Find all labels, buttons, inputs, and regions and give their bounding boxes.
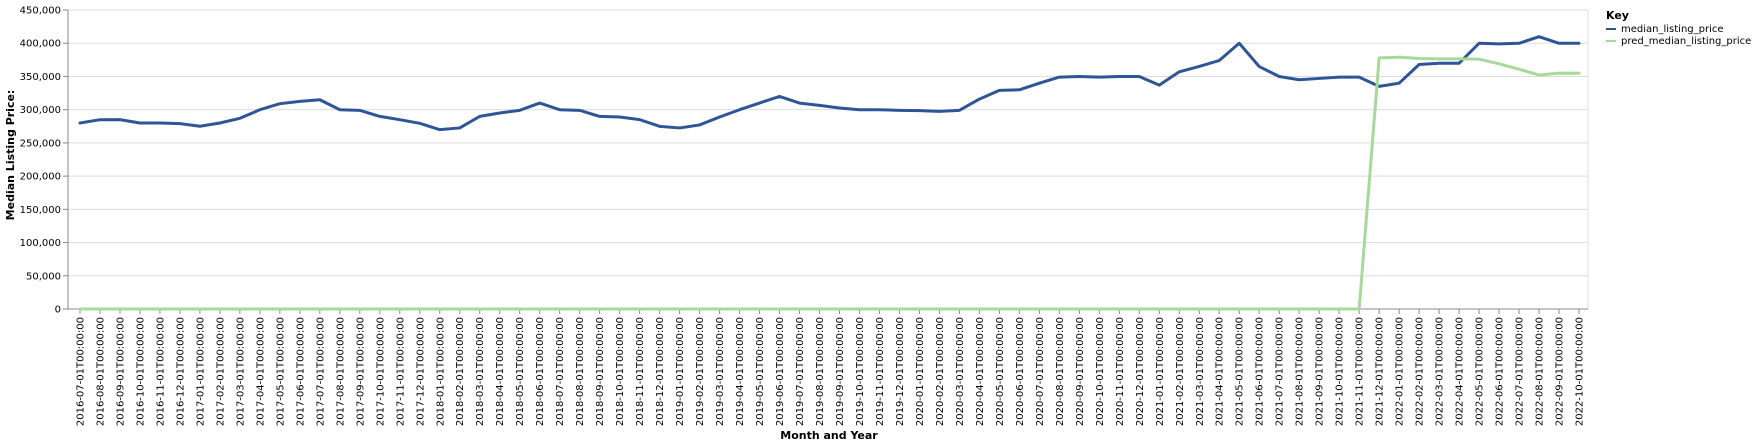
y-tick-label: 250,000 [20, 138, 61, 149]
x-tick-label: 2016-11-01T00:00:00 [155, 317, 166, 426]
x-tick-label: 2019-03-01T00:00:00 [715, 317, 726, 426]
x-tick-label: 2016-12-01T00:00:00 [175, 317, 186, 426]
series-line-pred-median-listing-price [78, 55, 1581, 311]
x-tick-label: 2016-07-01T00:00:00 [76, 317, 87, 426]
x-tick-label: 2018-03-01T00:00:00 [475, 317, 486, 426]
x-tick-label: 2021-04-01T00:00:00 [1215, 317, 1226, 426]
x-tick-label: 2018-11-01T00:00:00 [635, 317, 646, 426]
x-tick-label: 2019-04-01T00:00:00 [735, 317, 746, 426]
x-tick-label: 2021-11-01T00:00:00 [1355, 317, 1366, 426]
x-tick-label: 2018-04-01T00:00:00 [495, 317, 506, 426]
x-tick-label: 2022-08-01T00:00:00 [1535, 317, 1546, 426]
x-tick-label: 2017-09-01T00:00:00 [355, 317, 366, 426]
x-tick-label: 2019-07-01T00:00:00 [795, 317, 806, 426]
x-axis: 2016-07-01T00:00:00 2016-08-01T00:00:00 20… [68, 308, 1588, 426]
x-tick-label: 2019-09-01T00:00:00 [835, 317, 846, 426]
x-tick-label: 2020-02-01T00:00:00 [935, 317, 946, 426]
x-tick-label: 2022-01-01T00:00:00 [1395, 317, 1406, 426]
x-tick-label: 2016-09-01T00:00:00 [115, 317, 126, 426]
x-tick-label: 2017-10-01T00:00:00 [375, 317, 386, 426]
x-tick-label: 2022-06-01T00:00:00 [1495, 317, 1506, 426]
y-tick-label: 150,000 [20, 205, 61, 216]
x-tick-label: 2018-02-01T00:00:00 [455, 317, 466, 426]
x-tick-label: 2021-06-01T00:00:00 [1255, 317, 1266, 426]
y-axis: 0 50,000 100,000 150,000 200,000 250,000 300,0… [20, 6, 69, 316]
x-tick-label: 2020-06-01T00:00:00 [1015, 317, 1026, 426]
x-tick-label: 2020-10-01T00:00:00 [1095, 317, 1106, 426]
x-tick-label: 2018-07-01T00:00:00 [555, 317, 566, 426]
x-tick-label: 2019-12-01T00:00:00 [895, 317, 906, 426]
y-tick-label: 0 [55, 305, 61, 316]
series-line-median-listing-price [78, 35, 1581, 132]
legend: Key median_listing_pricepred_median_list… [1606, 9, 1751, 47]
x-tick-label: 2020-11-01T00:00:00 [1115, 317, 1126, 426]
x-tick-label: 2018-01-01T00:00:00 [435, 317, 446, 426]
legend-label: median_listing_price [1621, 24, 1724, 35]
x-tick-label: 2018-05-01T00:00:00 [515, 317, 526, 426]
x-tick-label: 2021-02-01T00:00:00 [1175, 317, 1186, 426]
x-tick-label: 2020-07-01T00:00:00 [1035, 317, 1046, 426]
series-lines [78, 35, 1581, 311]
x-tick-label: 2019-05-01T00:00:00 [755, 317, 766, 426]
x-tick-label: 2022-09-01T00:00:00 [1555, 317, 1566, 426]
x-tick-label: 2021-07-01T00:00:00 [1275, 317, 1286, 426]
x-tick-label: 2017-04-01T00:00:00 [255, 317, 266, 426]
x-tick-label: 2020-12-01T00:00:00 [1135, 317, 1146, 426]
x-tick-label: 2022-02-01T00:00:00 [1415, 317, 1426, 426]
x-tick-label: 2018-10-01T00:00:00 [615, 317, 626, 426]
x-tick-label: 2017-11-01T00:00:00 [395, 317, 406, 426]
legend-title: Key [1606, 9, 1629, 22]
x-tick-label: 2019-11-01T00:00:00 [875, 317, 886, 426]
x-tick-label: 2016-08-01T00:00:00 [95, 317, 106, 426]
x-tick-label: 2017-03-01T00:00:00 [235, 317, 246, 426]
x-tick-label: 2016-10-01T00:00:00 [135, 317, 146, 426]
x-tick-label: 2021-12-01T00:00:00 [1375, 317, 1386, 426]
x-tick-label: 2022-04-01T00:00:00 [1455, 317, 1466, 426]
x-tick-label: 2021-01-01T00:00:00 [1155, 317, 1166, 426]
x-tick-label: 2017-01-01T00:00:00 [195, 317, 206, 426]
y-tick-label: 400,000 [20, 39, 61, 50]
x-tick-label: 2018-09-01T00:00:00 [595, 317, 606, 426]
x-tick-label: 2021-09-01T00:00:00 [1315, 317, 1326, 426]
legend-label: pred_median_listing_price [1621, 36, 1751, 47]
x-tick-label: 2021-03-01T00:00:00 [1195, 317, 1206, 426]
x-tick-label: 2020-09-01T00:00:00 [1075, 317, 1086, 426]
x-tick-label: 2019-10-01T00:00:00 [855, 317, 866, 426]
y-tick-label: 350,000 [20, 72, 61, 83]
x-axis-title: Month and Year [780, 429, 878, 442]
x-tick-label: 2018-12-01T00:00:00 [655, 317, 666, 426]
y-tick-label: 200,000 [20, 172, 61, 183]
x-tick-label: 2017-07-01T00:00:00 [315, 317, 326, 426]
x-tick-label: 2019-02-01T00:00:00 [695, 317, 706, 426]
x-tick-label: 2019-08-01T00:00:00 [815, 317, 826, 426]
y-tick-label: 450,000 [20, 6, 61, 17]
x-tick-label: 2018-06-01T00:00:00 [535, 317, 546, 426]
x-tick-label: 2022-05-01T00:00:00 [1475, 317, 1486, 426]
x-tick-label: 2017-05-01T00:00:00 [275, 317, 286, 426]
x-tick-label: 2022-07-01T00:00:00 [1515, 317, 1526, 426]
x-tick-label: 2017-12-01T00:00:00 [415, 317, 426, 426]
x-tick-label: 2020-04-01T00:00:00 [975, 317, 986, 426]
x-tick-label: 2020-01-01T00:00:00 [915, 317, 926, 426]
x-tick-label: 2018-08-01T00:00:00 [575, 317, 586, 426]
x-tick-label: 2017-02-01T00:00:00 [215, 317, 226, 426]
x-tick-label: 2020-08-01T00:00:00 [1055, 317, 1066, 426]
y-axis-title: Median Listing Price: [4, 90, 17, 221]
y-tick-label: 300,000 [20, 105, 61, 116]
y-tick-label: 100,000 [20, 238, 61, 249]
y-tick-label: 50,000 [26, 271, 61, 282]
x-tick-label: 2022-03-01T00:00:00 [1435, 317, 1446, 426]
x-tick-label: 2021-10-01T00:00:00 [1335, 317, 1346, 426]
x-tick-label: 2019-01-01T00:00:00 [675, 317, 686, 426]
x-tick-label: 2017-06-01T00:00:00 [295, 317, 306, 426]
x-tick-label: 2022-10-01T00:00:00 [1575, 317, 1586, 426]
x-tick-label: 2019-06-01T00:00:00 [775, 317, 786, 426]
x-tick-label: 2017-08-01T00:00:00 [335, 317, 346, 426]
x-tick-label: 2020-05-01T00:00:00 [995, 317, 1006, 426]
x-tick-label: 2020-03-01T00:00:00 [955, 317, 966, 426]
x-tick-label: 2021-08-01T00:00:00 [1295, 317, 1306, 426]
gridlines [68, 9, 1589, 310]
x-tick-label: 2021-05-01T00:00:00 [1235, 317, 1246, 426]
